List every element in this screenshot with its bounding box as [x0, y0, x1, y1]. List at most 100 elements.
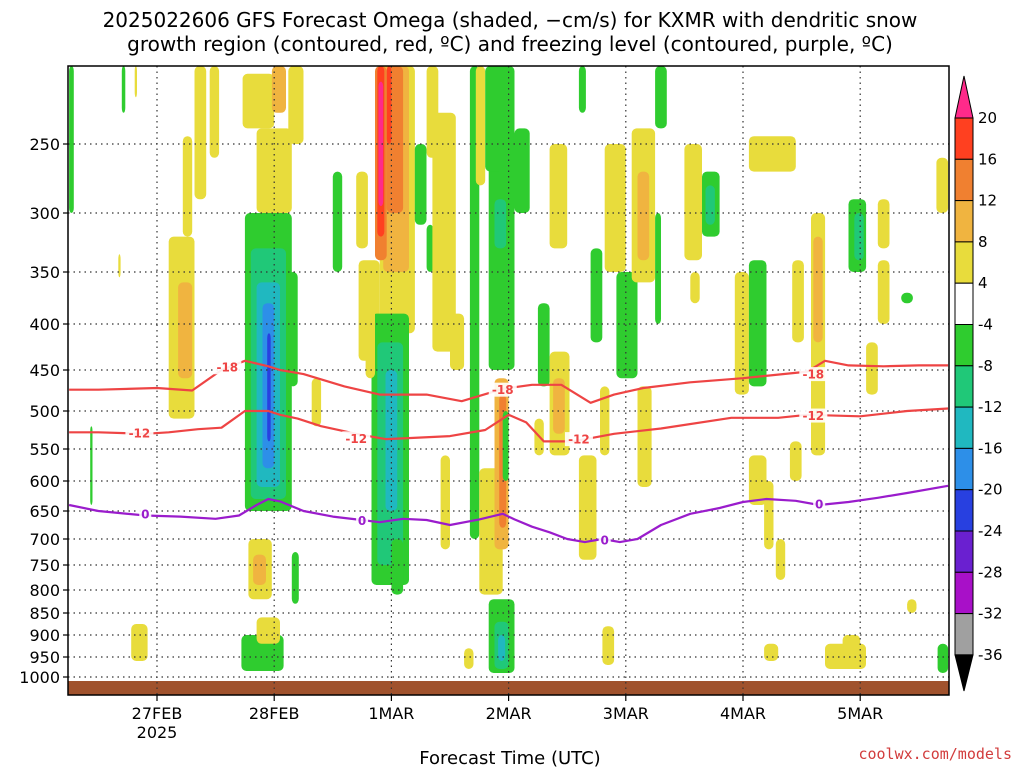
y-axis: 250 300 350 400 450 500 550 600 650 700 750 800 850 9…	[19, 135, 68, 687]
colorbar-segment	[954, 365, 974, 408]
colorbar-segment	[954, 241, 974, 284]
x-tick-label: 2MAR	[486, 704, 532, 723]
omega-shaded-cell	[748, 260, 767, 387]
y-tick-label: 300	[29, 204, 60, 223]
omega-shaded-cell	[748, 455, 767, 505]
contour-label: -18	[216, 361, 238, 375]
colorbar-tick-label: -16	[978, 439, 1003, 457]
omega-shaded-cell	[241, 635, 284, 671]
omega-shaded-cell	[901, 292, 913, 304]
y-tick-label: 800	[29, 581, 60, 600]
omega-shaded-cell	[469, 66, 480, 539]
omega-shaded-cell	[209, 66, 220, 158]
omega-shaded-cell	[655, 213, 661, 324]
omega-shaded-cell	[288, 66, 304, 144]
omega-shaded-cell	[602, 626, 615, 665]
omega-shaded-cell	[365, 303, 375, 379]
contour-label: -12	[129, 427, 151, 441]
colorbar-segment	[954, 158, 974, 202]
omega-shaded-cell	[118, 254, 121, 278]
omega-shaded-cell	[391, 539, 404, 595]
omega-shaded-cell	[291, 552, 299, 604]
omega-shaded-cell	[475, 66, 486, 186]
omega-shaded-cell	[271, 66, 286, 113]
colorbar-tick-label: 16	[978, 150, 997, 168]
omega-shaded-cell	[414, 144, 427, 225]
omega-shaded-cell	[734, 272, 749, 395]
omega-shaded-cell	[877, 260, 890, 324]
y-tick-label: 500	[29, 402, 60, 421]
x-tick-label: 4MAR	[720, 704, 766, 723]
contour-label-bg	[813, 496, 826, 511]
contour-label-layer: -18 -12 -12 -18 -12 -18 -12 0 0 0 0	[125, 360, 828, 548]
colorbar-segment	[954, 117, 974, 160]
colorbar-segment	[954, 489, 974, 532]
omega-shaded-cell	[705, 185, 715, 225]
colorbar-tick-label: 4	[978, 274, 988, 292]
y-tick-label: 950	[29, 648, 60, 667]
omega-shaded-cell	[194, 66, 207, 200]
omega-shaded-cell	[378, 81, 384, 207]
omega-shaded-cell	[242, 73, 275, 129]
omega-shaded-cell	[907, 599, 917, 613]
y-tick-label: 250	[29, 135, 60, 154]
omega-shaded-cell	[637, 171, 650, 261]
y-tick-label: 650	[29, 502, 60, 521]
omega-shaded-cell	[311, 378, 322, 427]
colorbar-tick-label: 20	[978, 109, 997, 127]
x-axis-title: Forecast Time (UTC)	[419, 748, 600, 768]
contour-label-bg	[125, 426, 154, 441]
omega-shaded-cell	[775, 539, 786, 580]
chart-title-line-1: 2025022606 GFS Forecast Omega (shaded, −…	[103, 8, 918, 32]
omega-shaded-cell	[182, 136, 193, 237]
omega-shaded-cell	[267, 333, 271, 442]
omega-shaded-cell	[684, 144, 702, 261]
omega-shaded-cell	[69, 66, 74, 213]
y-tick-label: 750	[29, 556, 60, 575]
omega-shaded-cell	[464, 648, 474, 669]
contour-label: 0	[358, 514, 366, 528]
chart-title-line-2: growth region (contoured, red, ºC) and f…	[127, 32, 893, 56]
y-tick-label: 450	[29, 361, 60, 380]
contour-label-bg	[799, 408, 828, 423]
contour-label: -12	[568, 433, 590, 447]
omega-shaded-cell	[813, 236, 823, 343]
colorbar-segment	[954, 324, 974, 367]
omega-shaded-cell	[553, 378, 565, 434]
colorbar-tick-label: 8	[978, 233, 988, 251]
colorbar-segment	[954, 530, 974, 573]
colorbar-segment	[954, 282, 974, 326]
x-tick-label: 28FEB	[249, 704, 300, 723]
omega-shaded-cell	[253, 554, 266, 585]
omega-shaded-cell	[616, 272, 638, 379]
colorbar-tick-label: -12	[978, 398, 1003, 416]
contour-label-bg	[598, 533, 611, 548]
colorbar-tick-label: -8	[978, 357, 993, 375]
contour-label-bg	[564, 432, 593, 447]
contour-label-bg	[799, 367, 828, 382]
omega-shaded-cell	[502, 411, 509, 481]
omega-shaded-cell	[485, 66, 503, 172]
contour-label: -18	[802, 368, 824, 382]
y-tick-label: 850	[29, 604, 60, 623]
colorbar-tick-label: -20	[978, 481, 1003, 499]
omega-shading-layer	[69, 66, 949, 673]
omega-shaded-cell	[748, 136, 796, 172]
omega-shaded-cell	[288, 272, 298, 387]
omega-shaded-cell	[450, 313, 465, 370]
colorbar-bottom-arrow	[954, 654, 974, 692]
y-tick-label: 350	[29, 263, 60, 282]
omega-shaded-cell	[578, 66, 586, 113]
contour-label: 0	[815, 497, 823, 511]
contour-label-bg	[342, 431, 371, 446]
contour-label: -18	[492, 383, 514, 397]
omega-shaded-cell	[494, 199, 507, 249]
colorbar-tick-label: 12	[978, 192, 997, 210]
omega-shaded-cell	[655, 66, 667, 129]
omega-shaded-cell	[549, 144, 568, 249]
omega-shaded-cell	[604, 144, 626, 272]
colorbar-segment	[954, 406, 974, 449]
y-tick-label: 700	[29, 530, 60, 549]
colorbar-tick-label: -32	[978, 605, 1003, 623]
